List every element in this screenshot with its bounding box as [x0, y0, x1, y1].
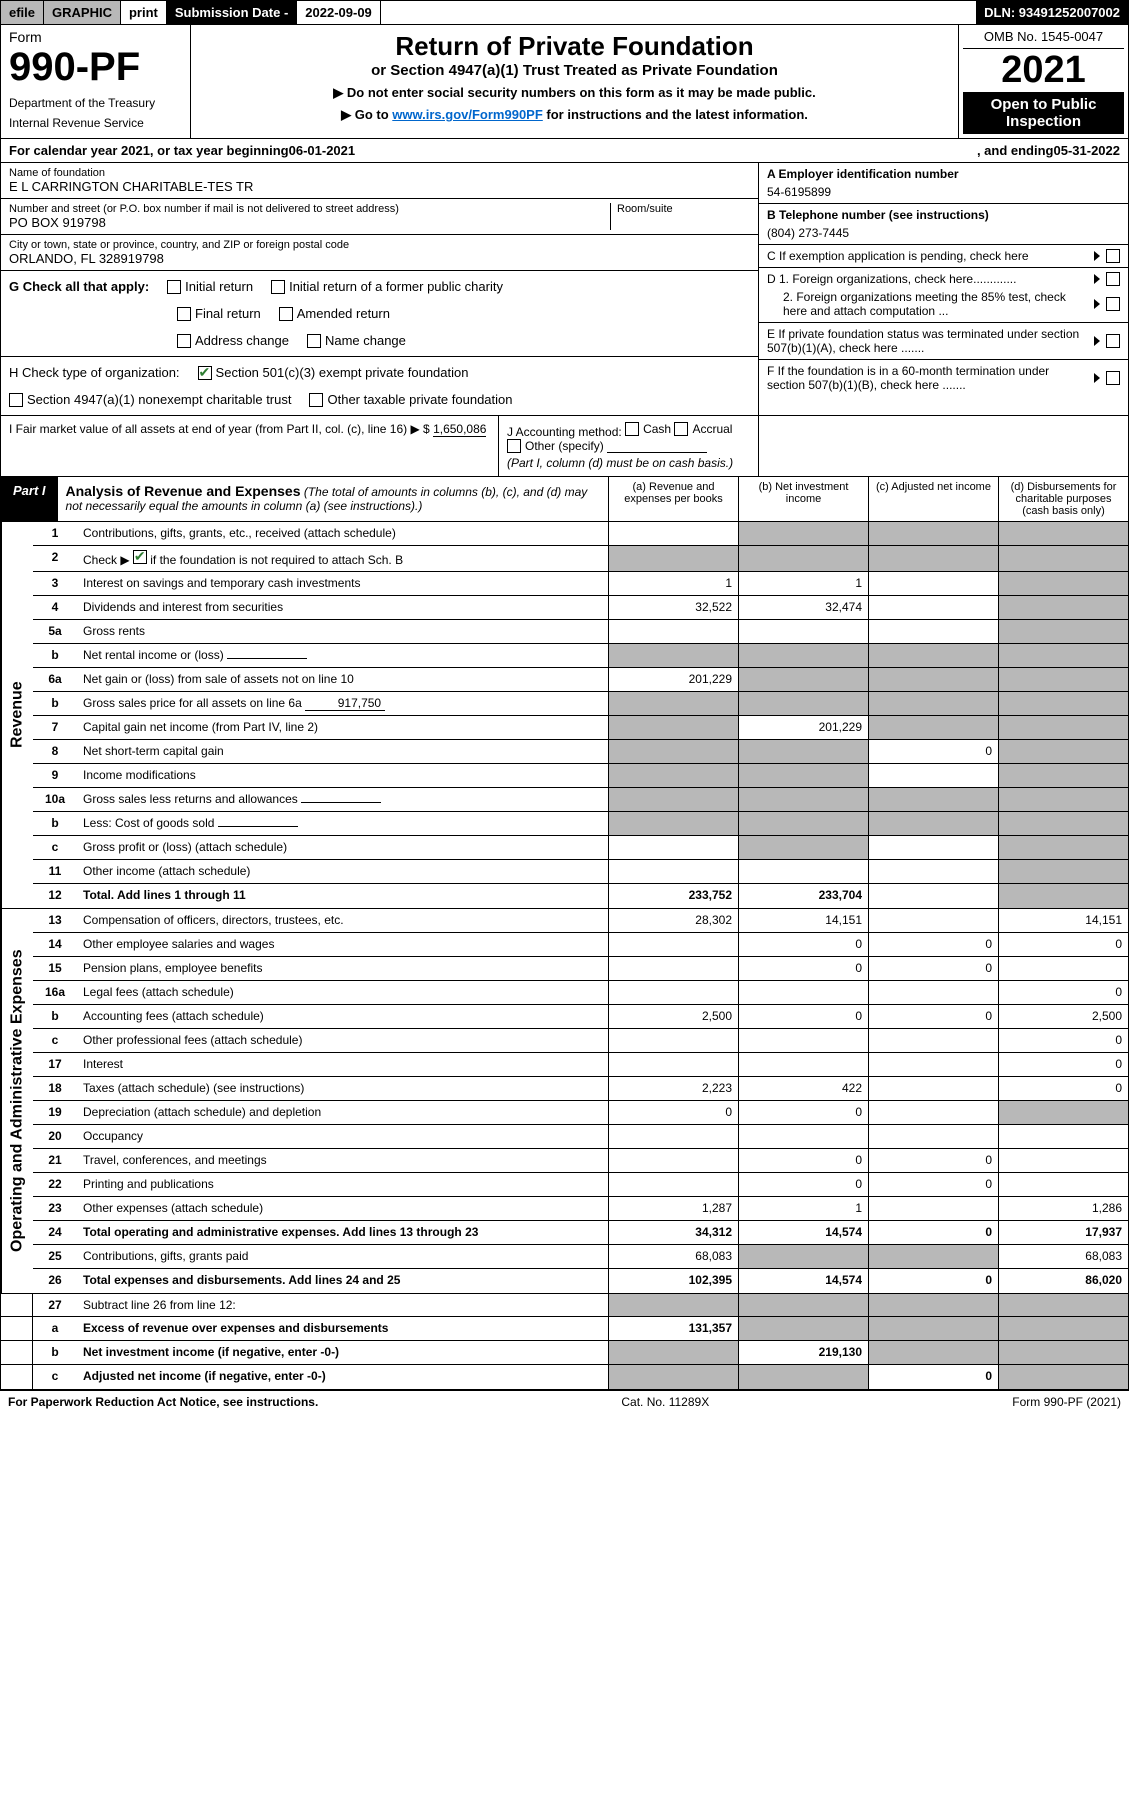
revenue-side-label: Revenue — [1, 522, 33, 908]
col-d-header: (d) Disbursements for charitable purpose… — [998, 477, 1128, 521]
city-value: ORLANDO, FL 328919798 — [9, 251, 750, 266]
arrow-icon — [1094, 336, 1100, 346]
checkbox-initial-return[interactable] — [167, 280, 181, 294]
j-label: J Accounting method: — [507, 425, 622, 439]
col-a-header: (a) Revenue and expenses per books — [608, 477, 738, 521]
fmv-value: 1,650,086 — [433, 422, 486, 437]
city-label: City or town, state or province, country… — [9, 239, 750, 251]
col-b-header: (b) Net investment income — [738, 477, 868, 521]
arrow-icon — [1094, 274, 1100, 284]
checkbox-address-change[interactable] — [177, 334, 191, 348]
form-ref: Form 990-PF (2021) — [1012, 1395, 1121, 1409]
efile-badge: efile — [1, 1, 44, 24]
checkbox-foreign-org[interactable] — [1106, 272, 1120, 286]
part1-label: Part I — [1, 477, 58, 521]
c-label: C If exemption application is pending, c… — [767, 249, 1088, 263]
checkbox-initial-former[interactable] — [271, 280, 285, 294]
period-begin: 06-01-2021 — [289, 143, 356, 158]
checkbox-status-terminated[interactable] — [1106, 334, 1120, 348]
print-button[interactable]: print — [121, 1, 167, 24]
omb-number: OMB No. 1545-0047 — [963, 29, 1124, 49]
form-header: Form 990-PF Department of the Treasury I… — [0, 25, 1129, 139]
tax-year: 2021 — [963, 49, 1124, 92]
f-label: F If the foundation is in a 60-month ter… — [767, 364, 1088, 392]
cat-no: Cat. No. 11289X — [621, 1395, 709, 1409]
ein-label: A Employer identification number — [767, 167, 959, 181]
note-ssn: ▶ Do not enter social security numbers o… — [203, 85, 946, 101]
form990pf-link[interactable]: www.irs.gov/Form990PF — [392, 107, 543, 122]
paperwork-notice: For Paperwork Reduction Act Notice, see … — [8, 1395, 318, 1409]
entity-info: Name of foundation E L CARRINGTON CHARIT… — [0, 163, 1129, 416]
h-org-type: H Check type of organization: Section 50… — [1, 357, 758, 415]
d2-label: 2. Foreign organizations meeting the 85%… — [783, 290, 1088, 318]
e-label: E If private foundation status was termi… — [767, 327, 1088, 355]
open-public-inspection: Open to Public Inspection — [963, 92, 1124, 134]
form-title: Return of Private Foundation — [203, 31, 946, 62]
checkbox-other-method[interactable] — [507, 439, 521, 453]
checkbox-85pct-test[interactable] — [1106, 297, 1120, 311]
checkbox-no-schb[interactable] — [133, 550, 147, 564]
d1-label: D 1. Foreign organizations, check here..… — [767, 272, 1088, 286]
checkbox-accrual[interactable] — [674, 422, 688, 436]
form-subtitle: or Section 4947(a)(1) Trust Treated as P… — [203, 62, 946, 79]
foundation-name-label: Name of foundation — [9, 167, 750, 179]
checkbox-501c3[interactable] — [198, 366, 212, 380]
address-value: PO BOX 919798 — [9, 215, 610, 230]
col-c-header: (c) Adjusted net income — [868, 477, 998, 521]
i-label: I Fair market value of all assets at end… — [9, 422, 430, 436]
submission-date-value: 2022-09-09 — [297, 1, 381, 24]
address-label: Number and street (or P.O. box number if… — [9, 203, 610, 215]
checkbox-other-taxable[interactable] — [309, 393, 323, 407]
page-footer: For Paperwork Reduction Act Notice, see … — [0, 1390, 1129, 1413]
form-number: 990-PF — [9, 45, 182, 90]
note-goto: ▶ Go to www.irs.gov/Form990PF for instru… — [203, 107, 946, 123]
checkbox-final-return[interactable] — [177, 307, 191, 321]
dln-value: DLN: 93491252007002 — [976, 1, 1128, 24]
checkbox-amended-return[interactable] — [279, 307, 293, 321]
graphic-badge: GRAPHIC — [44, 1, 121, 24]
part1-title: Analysis of Revenue and Expenses — [66, 483, 301, 499]
arrow-icon — [1094, 373, 1100, 383]
submission-date-label: Submission Date - — [167, 1, 297, 24]
form-word: Form — [9, 29, 182, 45]
g-check-all: G Check all that apply: Initial return I… — [1, 271, 758, 357]
dept-irs: Internal Revenue Service — [9, 116, 182, 130]
expenses-side-label: Operating and Administrative Expenses — [1, 909, 33, 1293]
foundation-name: E L CARRINGTON CHARITABLE-TES TR — [9, 179, 750, 194]
topbar: efile GRAPHIC print Submission Date - 20… — [0, 0, 1129, 25]
dept-treasury: Department of the Treasury — [9, 96, 182, 110]
period-bar: For calendar year 2021, or tax year begi… — [0, 139, 1129, 163]
checkbox-exemption-pending[interactable] — [1106, 249, 1120, 263]
arrow-icon — [1094, 251, 1100, 261]
j-note: (Part I, column (d) must be on cash basi… — [507, 456, 733, 470]
checkbox-cash[interactable] — [625, 422, 639, 436]
checkbox-60month-termination[interactable] — [1106, 371, 1120, 385]
part1-grid: Revenue 1Contributions, gifts, grants, e… — [0, 522, 1129, 1390]
ein-value: 54-6195899 — [767, 185, 1120, 199]
i-j-row: I Fair market value of all assets at end… — [0, 416, 1129, 477]
checkbox-name-change[interactable] — [307, 334, 321, 348]
part1-header: Part I Analysis of Revenue and Expenses … — [0, 477, 1129, 522]
phone-value: (804) 273-7445 — [767, 226, 1120, 240]
room-label: Room/suite — [617, 203, 750, 215]
phone-label: B Telephone number (see instructions) — [767, 208, 989, 222]
period-end: 05-31-2022 — [1054, 143, 1121, 158]
arrow-icon — [1094, 299, 1100, 309]
checkbox-4947a1[interactable] — [9, 393, 23, 407]
